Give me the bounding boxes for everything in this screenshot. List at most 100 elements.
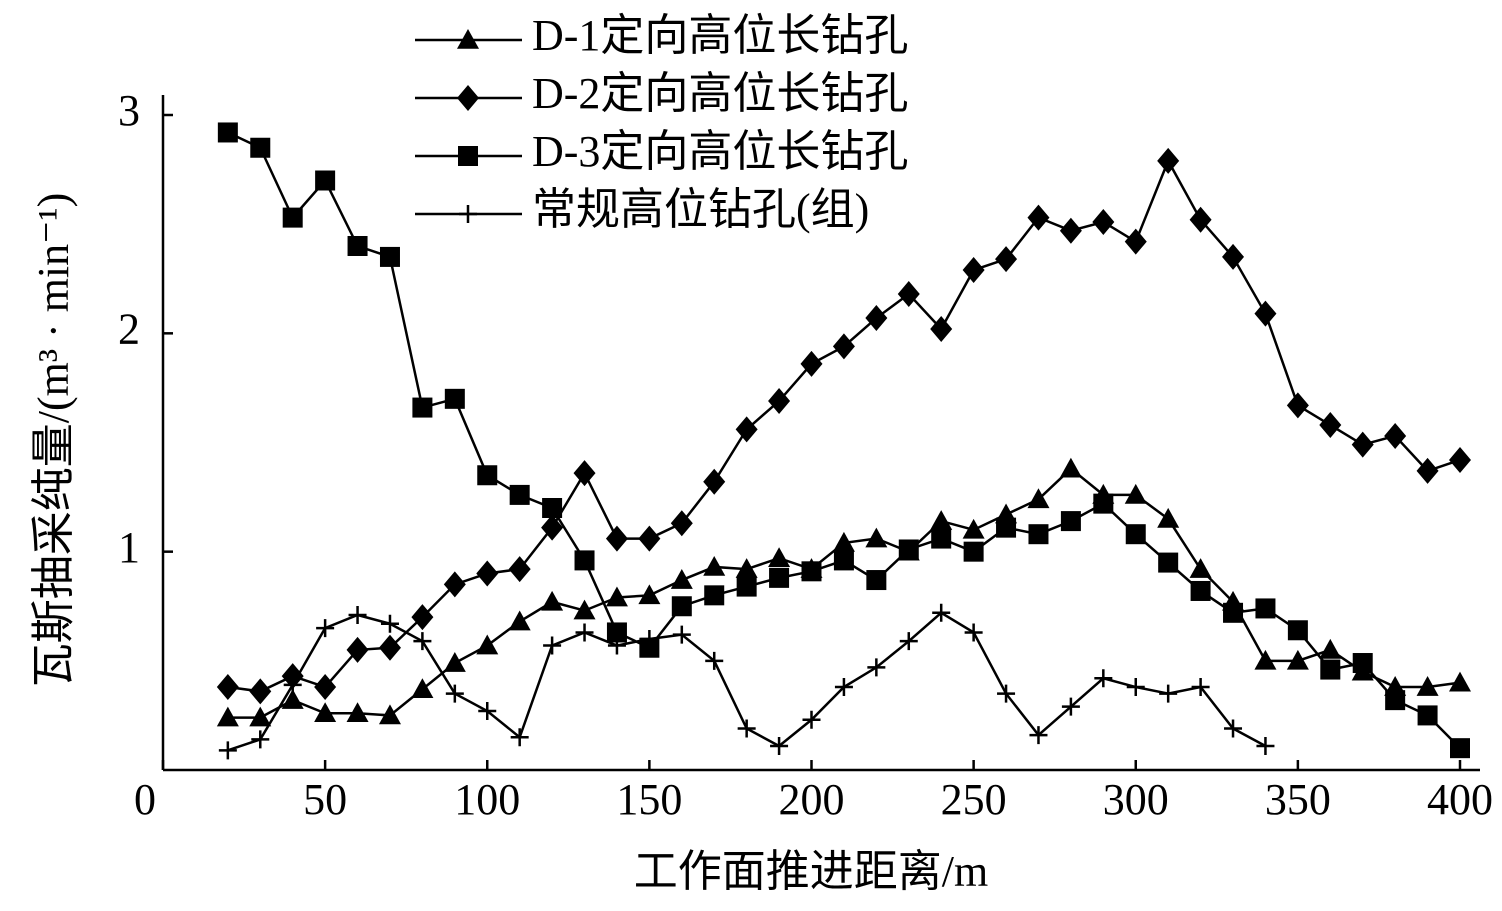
marker-diamond: [1319, 412, 1342, 439]
marker-diamond: [962, 257, 985, 284]
marker-square: [1352, 653, 1373, 674]
marker-plus: [964, 623, 983, 642]
marker-square: [898, 539, 919, 560]
marker-triangle: [378, 704, 401, 725]
marker-diamond: [1351, 431, 1374, 458]
marker-triangle: [314, 702, 337, 723]
marker-triangle: [670, 569, 693, 589]
marker-diamond: [897, 281, 920, 308]
marker-triangle: [832, 531, 855, 552]
marker-diamond: [443, 571, 466, 598]
x-tick-label: 50: [303, 775, 347, 824]
marker-square: [866, 570, 887, 591]
marker-plus: [899, 632, 918, 651]
marker-triangle: [541, 590, 564, 611]
marker-triangle: [573, 599, 596, 620]
marker-diamond: [541, 514, 564, 541]
marker-square: [250, 137, 271, 158]
marker-square: [542, 498, 563, 518]
marker-square: [282, 207, 303, 228]
marker-diamond: [1286, 392, 1309, 419]
marker-triangle: [1254, 649, 1277, 670]
y-tick-label: 1: [118, 523, 140, 572]
marker-diamond: [1384, 422, 1407, 449]
marker-plus: [867, 658, 886, 677]
marker-square: [1320, 659, 1341, 680]
marker-diamond: [768, 388, 791, 415]
marker-plus: [1126, 678, 1145, 697]
x-tick-label: 250: [941, 775, 1007, 824]
marker-square: [1287, 620, 1308, 641]
marker-plus: [445, 684, 464, 703]
marker-diamond: [411, 604, 434, 631]
marker-plus: [802, 710, 821, 729]
marker-square: [379, 246, 400, 267]
x-axis-label: 工作面推进距离/m: [634, 847, 988, 896]
marker-plus: [1061, 697, 1080, 716]
marker-plus: [1159, 684, 1178, 703]
marker-square: [347, 236, 368, 256]
legend-label: D-3定向高位长钻孔: [532, 127, 908, 176]
marker-square: [704, 585, 725, 606]
marker-square: [458, 146, 478, 166]
marker-plus: [1224, 719, 1243, 738]
marker-diamond: [314, 674, 337, 701]
marker-square: [833, 550, 854, 571]
marker-triangle: [457, 29, 479, 49]
marker-square: [444, 388, 465, 409]
marker-square: [509, 484, 530, 505]
y-tick-label: 2: [118, 304, 140, 353]
marker-diamond: [1059, 217, 1082, 244]
marker-triangle: [1124, 483, 1147, 504]
x-tick-label: 150: [616, 775, 682, 824]
marker-plus: [997, 684, 1016, 703]
marker-diamond: [216, 674, 239, 701]
x-tick-label: 0: [134, 775, 156, 824]
marker-diamond: [1092, 208, 1115, 235]
marker-plus: [834, 678, 853, 697]
marker-diamond: [800, 350, 823, 377]
marker-diamond: [1222, 243, 1245, 270]
marker-square: [736, 576, 757, 597]
marker-plus: [218, 741, 237, 760]
marker-square: [606, 622, 627, 643]
marker-triangle: [216, 706, 239, 727]
marker-diamond: [508, 556, 531, 583]
x-tick-label: 100: [454, 775, 520, 824]
marker-square: [996, 517, 1017, 538]
marker-plus: [1094, 669, 1113, 688]
marker-square: [1385, 690, 1406, 711]
marker-square: [1255, 598, 1276, 619]
marker-triangle: [1027, 488, 1050, 509]
marker-diamond: [1449, 446, 1471, 473]
marker-diamond: [378, 634, 401, 661]
legend-label: D-2定向高位长钻孔: [532, 69, 908, 118]
marker-plus: [607, 636, 626, 655]
marker-plus: [575, 623, 594, 642]
marker-diamond: [1124, 228, 1147, 255]
marker-square: [574, 550, 595, 571]
marker-plus: [251, 730, 270, 749]
marker-triangle: [1416, 676, 1439, 696]
legend-label: 常规高位钻孔(组): [532, 185, 869, 234]
marker-triangle: [638, 584, 661, 605]
marker-square: [1417, 705, 1438, 726]
marker-diamond: [346, 636, 369, 663]
marker-triangle: [476, 634, 499, 655]
x-tick-label: 400: [1427, 775, 1493, 824]
y-axis-label: 瓦斯抽采纯量/(m³ · min⁻¹): [29, 193, 78, 687]
marker-square: [1450, 738, 1470, 759]
marker-plus: [672, 625, 691, 644]
marker-plus: [510, 728, 529, 747]
marker-diamond: [1027, 204, 1050, 231]
marker-square: [1060, 511, 1081, 532]
marker-triangle: [703, 555, 726, 576]
marker-square: [1223, 602, 1244, 623]
marker-diamond: [476, 560, 499, 587]
marker-plus: [932, 603, 951, 622]
marker-plus: [705, 651, 724, 670]
marker-triangle: [1319, 638, 1342, 659]
marker-diamond: [1189, 206, 1212, 233]
marker-square: [1028, 524, 1049, 545]
marker-diamond: [930, 315, 953, 342]
